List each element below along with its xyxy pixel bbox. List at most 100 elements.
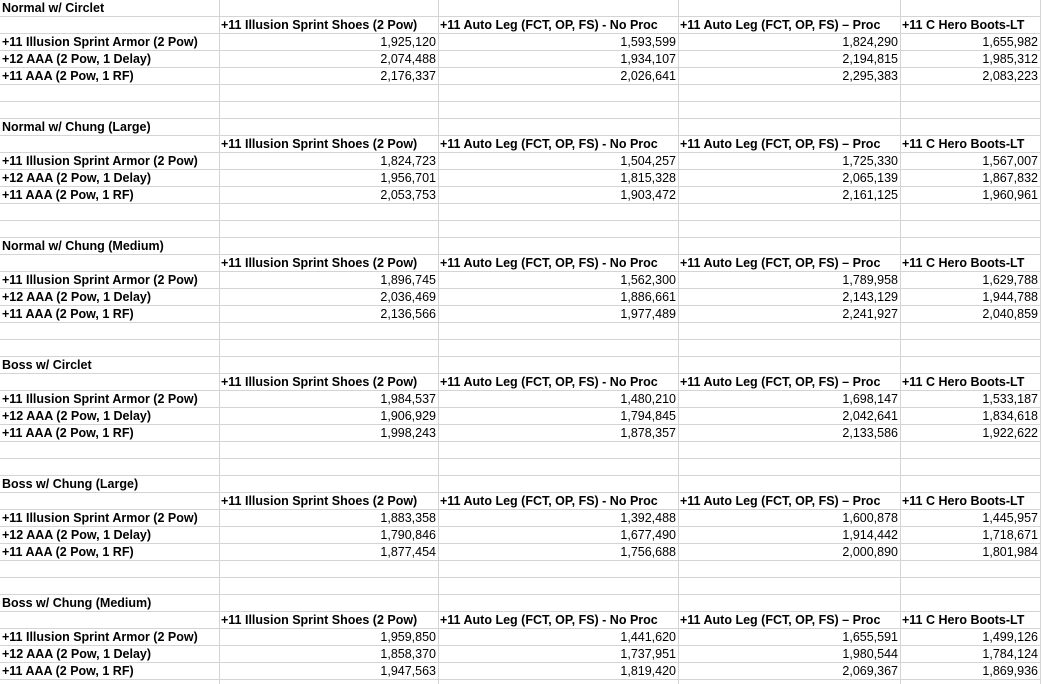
row-label: +11 Illusion Sprint Armor (2 Pow) bbox=[0, 272, 220, 289]
column-header: +11 Illusion Sprint Shoes (2 Pow) bbox=[219, 493, 439, 510]
cell bbox=[219, 204, 439, 221]
cell bbox=[0, 442, 220, 459]
column-header: +11 Auto Leg (FCT, OP, FS) - No Proc bbox=[438, 374, 679, 391]
cell bbox=[219, 238, 439, 255]
cell bbox=[0, 102, 220, 119]
cell bbox=[219, 578, 439, 595]
section-title: Boss w/ Chung (Large) bbox=[0, 476, 220, 493]
value-cell: 1,801,984 bbox=[900, 544, 1041, 561]
column-header: +11 C Hero Boots-LT bbox=[900, 493, 1041, 510]
value-cell: 1,737,951 bbox=[438, 646, 679, 663]
cell bbox=[438, 204, 679, 221]
cell bbox=[0, 204, 220, 221]
cell bbox=[900, 595, 1041, 612]
value-cell: 2,133,586 bbox=[678, 425, 901, 442]
row-label: +11 Illusion Sprint Armor (2 Pow) bbox=[0, 629, 220, 646]
cell bbox=[900, 204, 1041, 221]
column-header: +11 Auto Leg (FCT, OP, FS) - No Proc bbox=[438, 17, 679, 34]
value-cell: 1,819,420 bbox=[438, 663, 679, 680]
cell bbox=[900, 459, 1041, 476]
cell bbox=[0, 612, 220, 629]
cell bbox=[219, 442, 439, 459]
cell bbox=[900, 221, 1041, 238]
row-label: +11 AAA (2 Pow, 1 RF) bbox=[0, 187, 220, 204]
row-label: +11 Illusion Sprint Armor (2 Pow) bbox=[0, 34, 220, 51]
value-cell: 1,960,961 bbox=[900, 187, 1041, 204]
value-cell: 1,629,788 bbox=[900, 272, 1041, 289]
cell bbox=[678, 323, 901, 340]
cell bbox=[678, 119, 901, 136]
row-label: +12 AAA (2 Pow, 1 Delay) bbox=[0, 51, 220, 68]
value-cell: 1,922,622 bbox=[900, 425, 1041, 442]
cell bbox=[0, 493, 220, 510]
value-cell: 1,959,850 bbox=[219, 629, 439, 646]
cell bbox=[0, 680, 220, 684]
value-cell: 2,036,469 bbox=[219, 289, 439, 306]
section-title: Normal w/ Chung (Medium) bbox=[0, 238, 220, 255]
value-cell: 2,143,129 bbox=[678, 289, 901, 306]
cell bbox=[900, 442, 1041, 459]
value-cell: 1,824,290 bbox=[678, 34, 901, 51]
value-cell: 1,883,358 bbox=[219, 510, 439, 527]
cell bbox=[678, 476, 901, 493]
column-header: +11 Auto Leg (FCT, OP, FS) - No Proc bbox=[438, 136, 679, 153]
row-label: +11 AAA (2 Pow, 1 RF) bbox=[0, 68, 220, 85]
cell bbox=[900, 119, 1041, 136]
section-title: Normal w/ Chung (Large) bbox=[0, 119, 220, 136]
value-cell: 1,655,591 bbox=[678, 629, 901, 646]
cell bbox=[438, 595, 679, 612]
cell bbox=[438, 442, 679, 459]
value-cell: 1,698,147 bbox=[678, 391, 901, 408]
cell bbox=[900, 357, 1041, 374]
value-cell: 1,877,454 bbox=[219, 544, 439, 561]
cell bbox=[219, 221, 439, 238]
column-header: +11 Illusion Sprint Shoes (2 Pow) bbox=[219, 255, 439, 272]
value-cell: 1,980,544 bbox=[678, 646, 901, 663]
cell bbox=[0, 578, 220, 595]
cell bbox=[219, 340, 439, 357]
value-cell: 1,984,537 bbox=[219, 391, 439, 408]
cell bbox=[678, 357, 901, 374]
row-label: +12 AAA (2 Pow, 1 Delay) bbox=[0, 646, 220, 663]
cell bbox=[0, 459, 220, 476]
cell bbox=[678, 221, 901, 238]
value-cell: 2,000,890 bbox=[678, 544, 901, 561]
value-cell: 1,947,563 bbox=[219, 663, 439, 680]
row-label: +11 AAA (2 Pow, 1 RF) bbox=[0, 425, 220, 442]
cell bbox=[678, 595, 901, 612]
cell bbox=[219, 561, 439, 578]
value-cell: 1,985,312 bbox=[900, 51, 1041, 68]
value-cell: 1,867,832 bbox=[900, 170, 1041, 187]
column-header: +11 C Hero Boots-LT bbox=[900, 17, 1041, 34]
column-header: +11 Illusion Sprint Shoes (2 Pow) bbox=[219, 374, 439, 391]
cell bbox=[219, 476, 439, 493]
value-cell: 1,896,745 bbox=[219, 272, 439, 289]
value-cell: 2,161,125 bbox=[678, 187, 901, 204]
cell bbox=[219, 357, 439, 374]
cell bbox=[0, 85, 220, 102]
cell bbox=[678, 204, 901, 221]
cell bbox=[678, 0, 901, 17]
column-header: +11 Auto Leg (FCT, OP, FS) - No Proc bbox=[438, 612, 679, 629]
cell bbox=[0, 221, 220, 238]
value-cell: 1,794,845 bbox=[438, 408, 679, 425]
value-cell: 1,718,671 bbox=[900, 527, 1041, 544]
column-header: +11 C Hero Boots-LT bbox=[900, 136, 1041, 153]
row-label: +12 AAA (2 Pow, 1 Delay) bbox=[0, 170, 220, 187]
cell bbox=[900, 85, 1041, 102]
value-cell: 2,026,641 bbox=[438, 68, 679, 85]
value-cell: 1,977,489 bbox=[438, 306, 679, 323]
cell bbox=[438, 102, 679, 119]
cell bbox=[219, 0, 439, 17]
cell bbox=[678, 442, 901, 459]
cell bbox=[219, 680, 439, 684]
cell bbox=[0, 255, 220, 272]
cell bbox=[900, 578, 1041, 595]
value-cell: 1,677,490 bbox=[438, 527, 679, 544]
cell bbox=[438, 323, 679, 340]
value-cell: 1,784,124 bbox=[900, 646, 1041, 663]
value-cell: 1,567,007 bbox=[900, 153, 1041, 170]
value-cell: 1,790,846 bbox=[219, 527, 439, 544]
row-label: +11 AAA (2 Pow, 1 RF) bbox=[0, 306, 220, 323]
row-label: +12 AAA (2 Pow, 1 Delay) bbox=[0, 527, 220, 544]
